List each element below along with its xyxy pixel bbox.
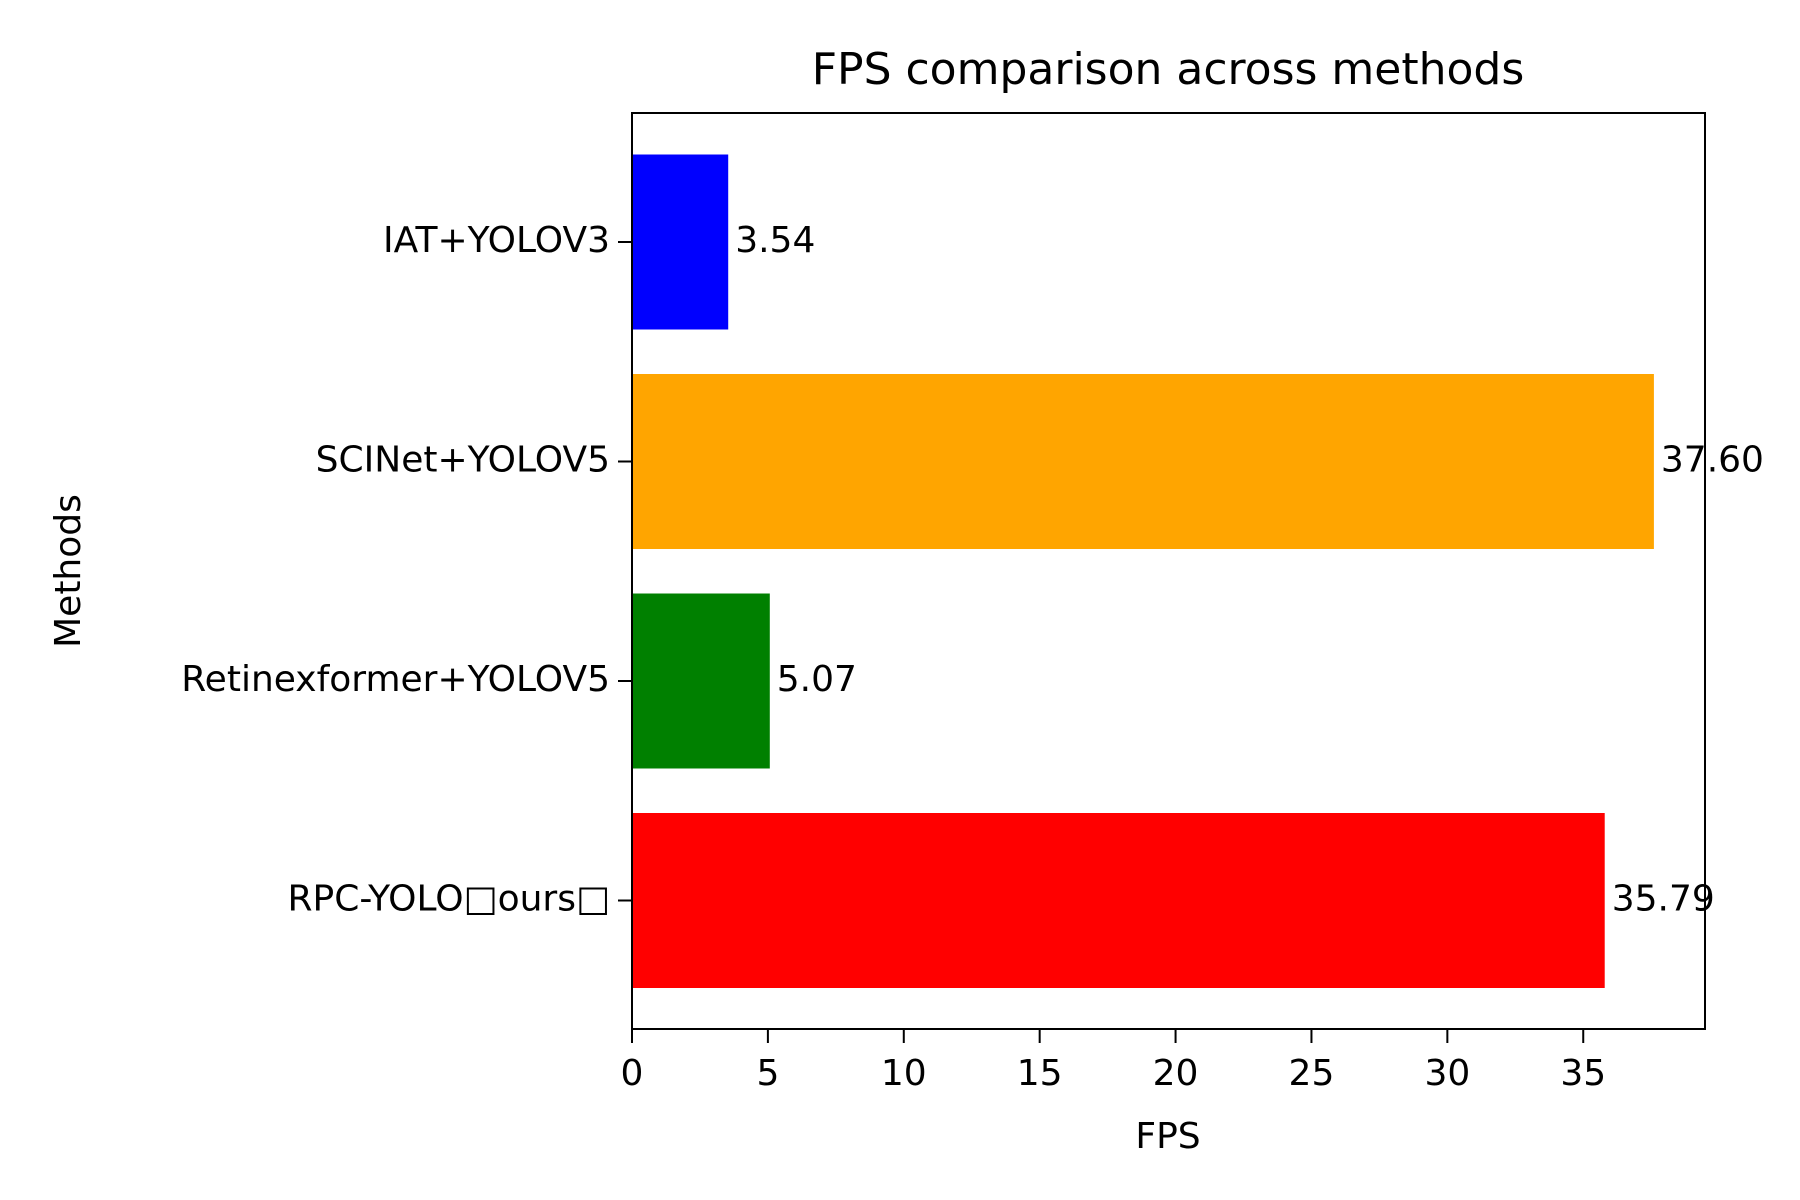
x-tick-label-30: 30 [1424, 1053, 1470, 1094]
value-label-rpc-yolo-ours: 35.79 [1612, 879, 1715, 920]
x-tick-label-15: 15 [1017, 1053, 1063, 1094]
x-tick-label-0: 0 [621, 1053, 644, 1094]
bar-retinexformer-yolov5 [632, 593, 770, 769]
value-labels-group: 3.54 37.60 5.07 35.79 [735, 220, 1764, 920]
y-tick-label-rpc-yolo-ours: RPC-YOLO□ours□ [288, 879, 610, 920]
bars-group [632, 154, 1654, 988]
value-label-retinexformer-yolov5: 5.07 [777, 659, 857, 700]
x-tick-label-10: 10 [881, 1053, 927, 1094]
chart-title: FPS comparison across methods [812, 44, 1525, 95]
x-tick-label-20: 20 [1153, 1053, 1199, 1094]
y-axis-label: Methods [48, 494, 89, 648]
x-axis-label: FPS [1135, 1116, 1200, 1157]
value-label-iat-yolov3: 3.54 [735, 220, 815, 261]
bar-rpc-yolo-ours [632, 813, 1605, 988]
y-tick-label-iat-yolov3: IAT+YOLOV3 [383, 220, 610, 261]
x-tick-label-25: 25 [1289, 1053, 1335, 1094]
plot-frame [631, 112, 1706, 1030]
bar-scinet-yolov5 [632, 374, 1654, 549]
y-tick-label-scinet-yolov5: SCINet+YOLOV5 [316, 440, 610, 481]
y-tick-label-retinexformer-yolov5: Retinexformer+YOLOV5 [181, 659, 610, 700]
bar-iat-yolov3 [632, 154, 729, 330]
y-axis-ticks: IAT+YOLOV3 SCINet+YOLOV5 Retinexformer+YOL… [181, 220, 632, 920]
x-tick-label-35: 35 [1560, 1053, 1606, 1094]
value-label-scinet-yolov5: 37.60 [1661, 440, 1764, 481]
x-tick-label-5: 5 [756, 1053, 779, 1094]
x-axis-ticks: 0 5 10 15 20 25 30 35 [621, 1029, 1606, 1094]
